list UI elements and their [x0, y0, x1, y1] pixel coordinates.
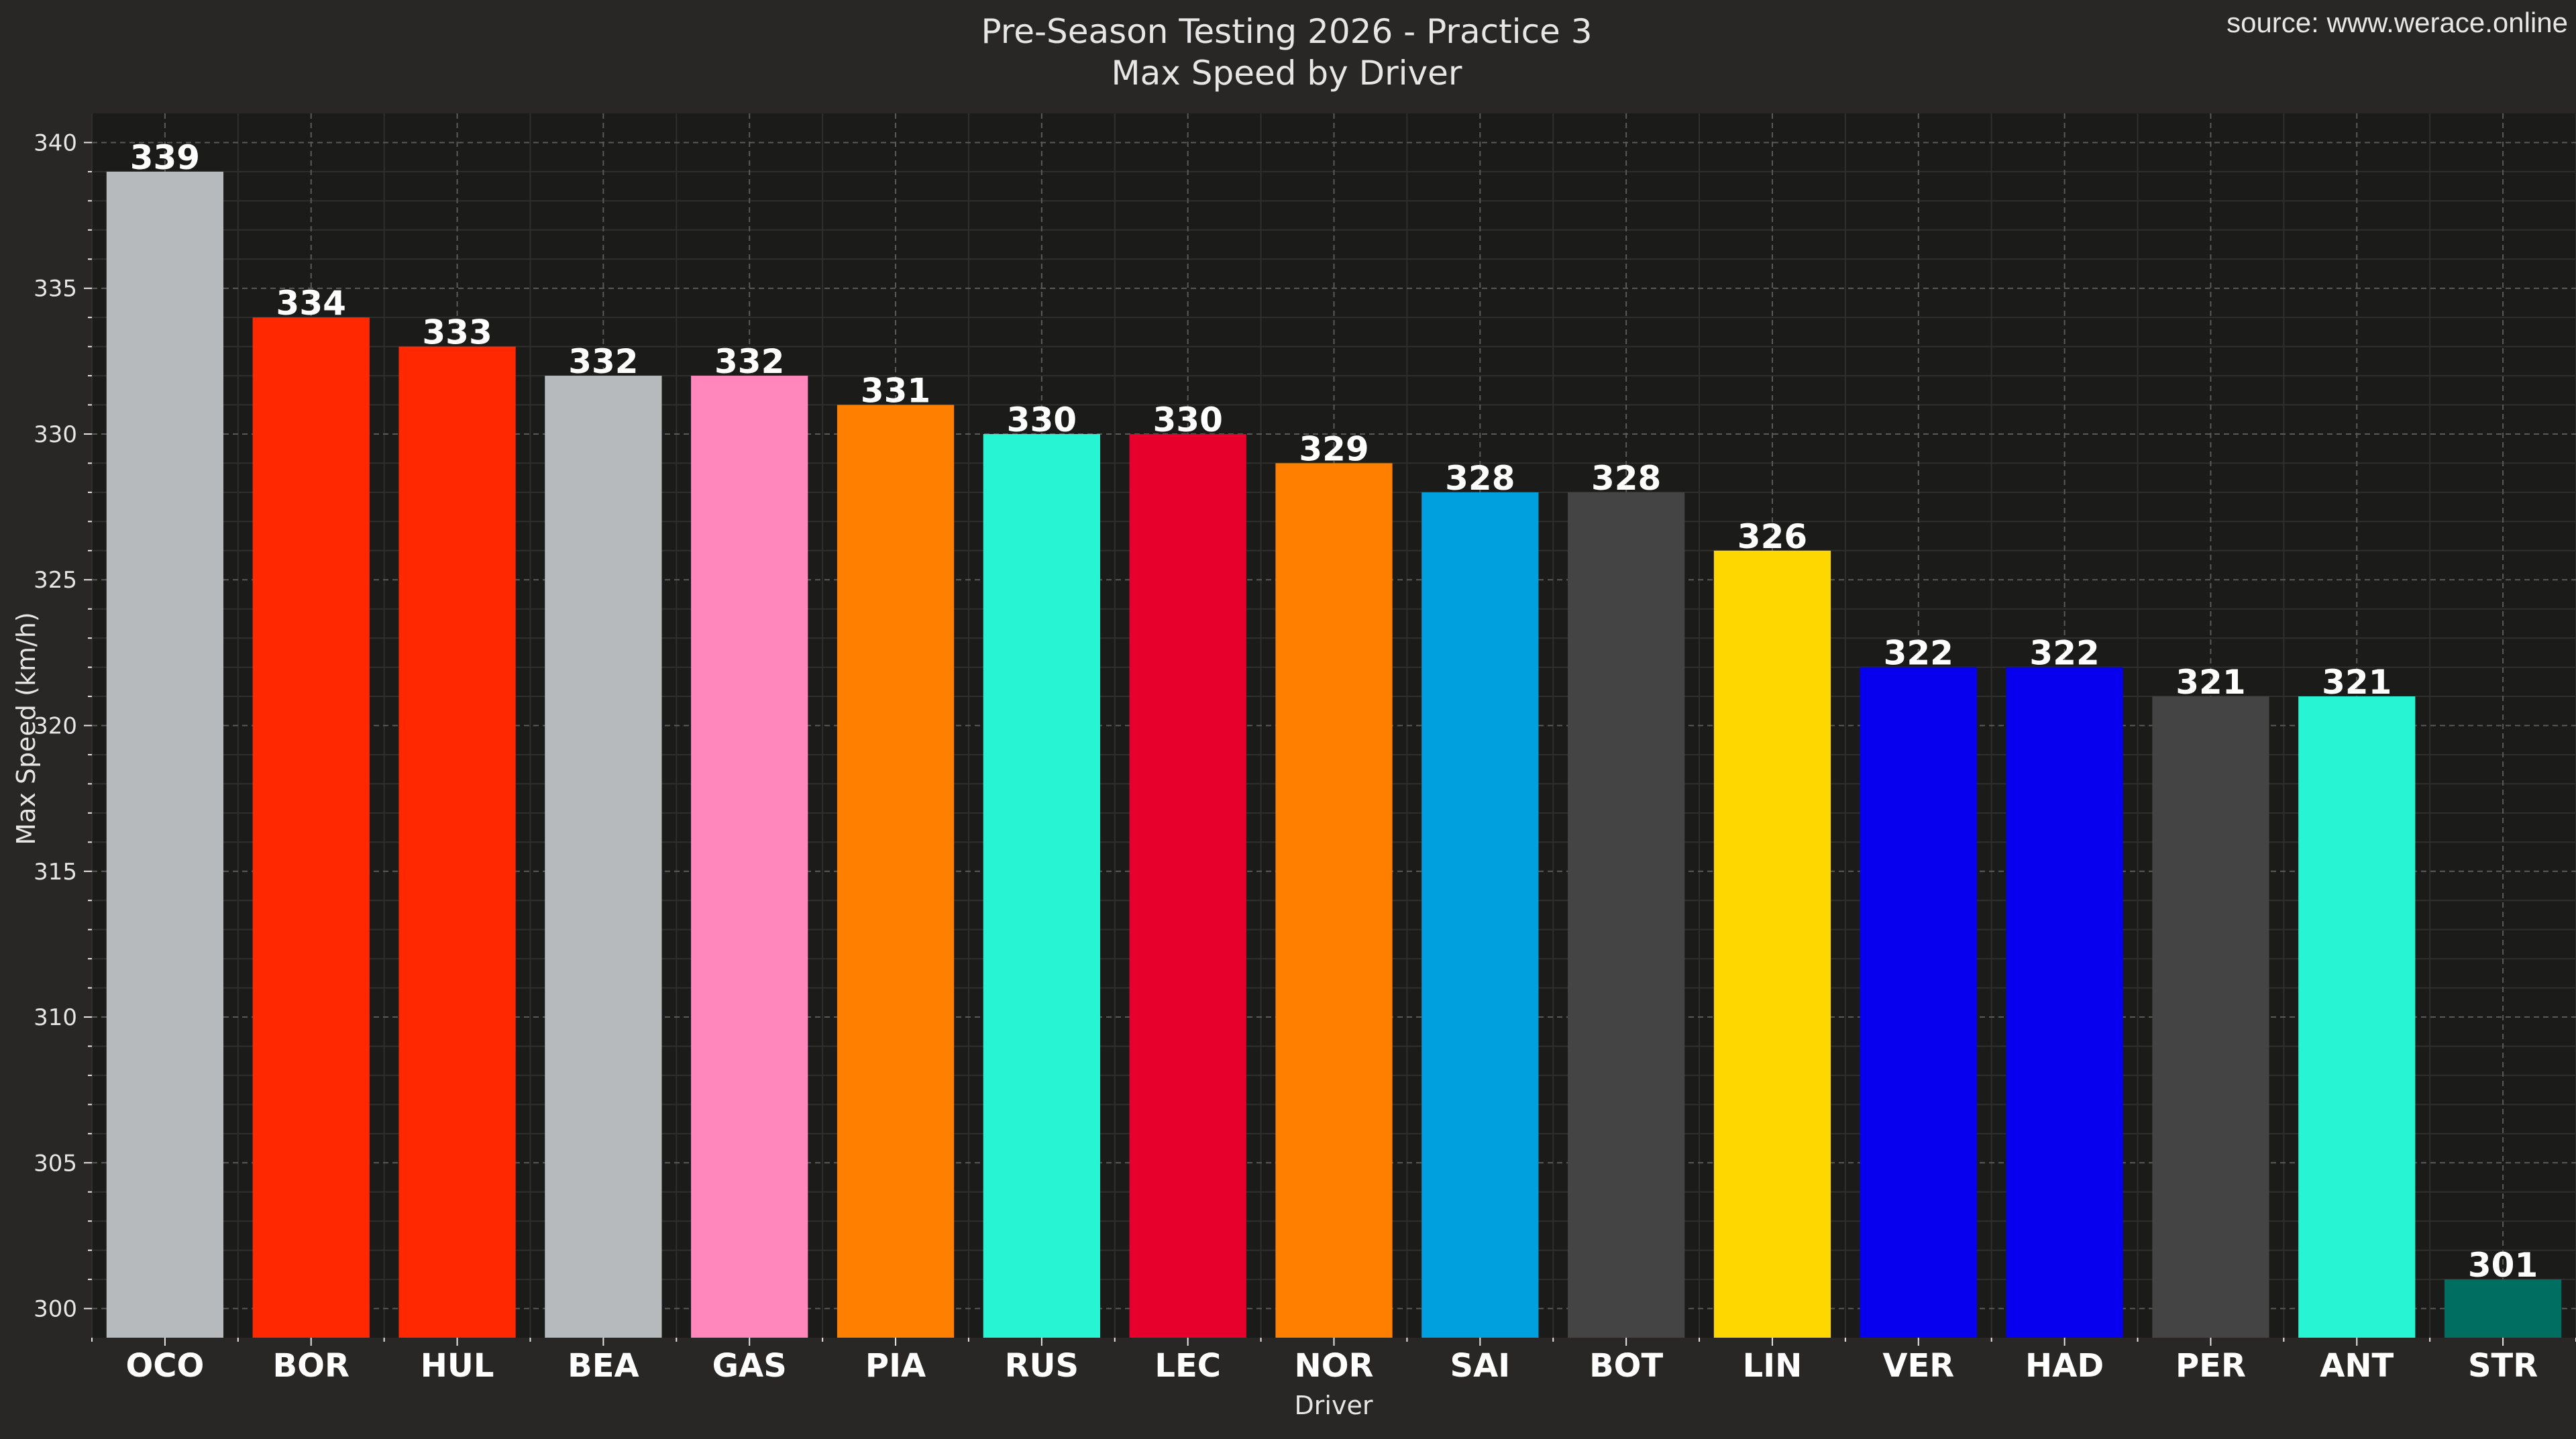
value-label-gas: 332: [714, 342, 784, 381]
bar-series: [106, 171, 2562, 1338]
value-label-per: 321: [2176, 663, 2245, 702]
value-label-ver: 322: [1884, 634, 1953, 673]
y-tick-label: 335: [34, 276, 77, 303]
value-label-bor: 334: [276, 284, 346, 323]
x-tick-label: PER: [2176, 1347, 2246, 1385]
x-axis-label: Driver: [1295, 1391, 1373, 1420]
bar-sai: [1421, 492, 1539, 1338]
value-label-ant: 321: [2322, 663, 2392, 702]
x-tick-label: OCO: [125, 1347, 204, 1385]
y-axis: 300 305 310 315 320 325 330 335 340: [34, 129, 92, 1323]
bar-str: [2444, 1279, 2562, 1338]
y-axis-label: Max Speed (km/h): [11, 612, 41, 845]
x-tick-label: PIA: [865, 1347, 926, 1385]
x-tick-label: ANT: [2320, 1347, 2394, 1385]
bar-per: [2152, 696, 2269, 1338]
bar-lec: [1129, 433, 1246, 1338]
bar-had: [2006, 667, 2123, 1338]
x-tick-label: LEC: [1155, 1347, 1221, 1385]
y-tick-label: 310: [34, 1004, 77, 1031]
value-label-lec: 330: [1152, 401, 1222, 439]
bar-pia: [837, 405, 955, 1338]
x-tick-label: VER: [1882, 1347, 1954, 1385]
x-tick-label: GAS: [712, 1347, 787, 1385]
y-tick-label: 300: [34, 1296, 77, 1323]
value-label-had: 322: [2029, 634, 2099, 673]
value-label-str: 301: [2468, 1246, 2538, 1285]
y-tick-label: 320: [34, 713, 77, 740]
chart-subtitle: Max Speed by Driver: [1112, 54, 1462, 93]
value-label-lin: 326: [1737, 517, 1807, 556]
x-tick-label: STR: [2468, 1347, 2538, 1385]
bar-rus: [983, 433, 1100, 1338]
x-tick-label: HUL: [421, 1347, 494, 1385]
bar-ver: [1860, 667, 1977, 1338]
x-tick-label: NOR: [1295, 1347, 1374, 1385]
x-tick-label: HAD: [2025, 1347, 2104, 1385]
y-tick-label: 330: [34, 421, 77, 448]
value-label-oco: 339: [130, 138, 200, 177]
value-label-hul: 333: [422, 313, 492, 352]
bar-bor: [252, 317, 370, 1338]
bar-value-labels: 339 334 333 332 332 331 330 330 329 328 328 326 322 3…: [130, 138, 2538, 1285]
y-tick-label: 315: [34, 859, 77, 886]
bar-oco: [106, 171, 224, 1338]
bar-bea: [545, 376, 662, 1338]
bar-hul: [398, 346, 516, 1338]
bar-gas: [691, 376, 808, 1338]
x-tick-label: BOT: [1589, 1347, 1663, 1385]
y-tick-label: 305: [34, 1150, 77, 1177]
x-tick-label: LIN: [1743, 1347, 1803, 1385]
x-tick-label: RUS: [1005, 1347, 1079, 1385]
x-tick-label: BOR: [273, 1347, 350, 1385]
bar-ant: [2298, 696, 2416, 1338]
source-credit: source: www.werace.online: [2226, 7, 2568, 38]
y-tick-label: 340: [34, 129, 77, 156]
value-label-sai: 328: [1445, 459, 1515, 498]
value-label-bot: 328: [1591, 459, 1661, 498]
value-label-bea: 332: [568, 342, 638, 381]
value-label-rus: 330: [1007, 401, 1077, 439]
value-label-nor: 329: [1299, 429, 1368, 468]
y-tick-label: 325: [34, 567, 77, 594]
chart-title: Pre-Season Testing 2026 - Practice 3: [981, 12, 1592, 51]
bar-lin: [1713, 550, 1831, 1338]
x-tick-label: SAI: [1450, 1347, 1511, 1385]
x-axis: OCO BOR HUL BEA GAS PIA RUS LEC NOR SAI BOT LIN VER H…: [91, 1338, 2576, 1385]
bar-nor: [1275, 463, 1393, 1338]
x-tick-label: BEA: [568, 1347, 639, 1385]
bar-bot: [1568, 492, 1685, 1338]
value-label-pia: 331: [861, 372, 930, 411]
